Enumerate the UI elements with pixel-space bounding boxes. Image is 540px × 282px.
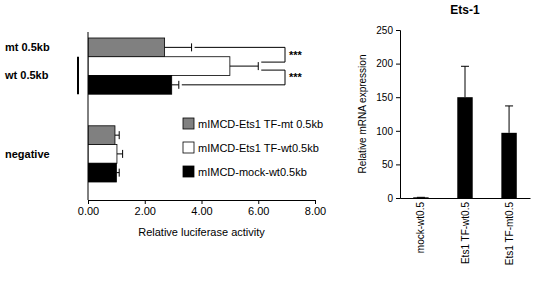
tick: 100: [376, 126, 400, 137]
tick-label: 150: [376, 92, 393, 103]
bar: [457, 97, 472, 198]
bar: [88, 163, 116, 182]
tick-label: Ets1 TF-wt0.5: [460, 202, 471, 264]
legend: mIMCD-Ets1 TF-mt 0.5kb mIMCD-Ets1 TF-wt0.…: [183, 118, 323, 178]
legend-label: mIMCD-Ets1 TF-wt0.5kb: [198, 142, 319, 154]
x-axis-title: Relative luciferase activity: [138, 226, 265, 238]
x-axis: mock-wt0.5 Ets1 TF-wt0.5 Ets1 TF-mt0.5: [401, 198, 531, 265]
axis-line: [89, 201, 316, 205]
significance-bracket: [195, 47, 285, 62]
bar: [88, 57, 230, 76]
legend-swatch: [183, 142, 194, 153]
error-bar: [230, 62, 258, 70]
chart-canvas: 0.00 2.00 4.00 6.00 8.00 Relative luciferase …: [0, 0, 540, 282]
tick-label: Ets1 TF-mt0.5: [504, 202, 515, 266]
axis-line: [396, 31, 401, 199]
tick: 6.00: [248, 200, 269, 217]
row-label: mt 0.5kb: [5, 41, 50, 53]
legend-swatch: [183, 166, 194, 177]
plot-area: [413, 66, 517, 198]
error-bar: [117, 150, 123, 158]
tick: 250: [376, 25, 400, 36]
bar: [88, 38, 165, 57]
row-label: wt 0.5kb: [4, 69, 49, 81]
tick: Ets1 TF-mt0.5: [504, 198, 515, 265]
legend-item: mIMCD-Ets1 TF-wt0.5kb: [183, 142, 319, 154]
tick-label: 100: [376, 126, 393, 137]
bar: [88, 75, 172, 94]
y-axis: 0 50 100 150 200 250: [376, 25, 400, 204]
tick: 0: [387, 193, 400, 204]
error-bar: [116, 169, 119, 177]
tick-mark: [145, 200, 146, 204]
error-bar: [417, 197, 425, 198]
tick-mark: [396, 131, 400, 132]
error-bar: [461, 66, 469, 97]
tick: 2.00: [135, 200, 156, 217]
tick: 200: [376, 58, 400, 69]
significance-bracket: [182, 70, 285, 85]
axis-line: [401, 198, 531, 199]
y-axis-line: [88, 32, 89, 200]
significance-label: ***: [289, 71, 303, 83]
error-bar: [172, 81, 179, 89]
legend-swatch: [183, 118, 194, 129]
bar: [88, 145, 117, 164]
tick-mark: [396, 198, 400, 199]
tick: 0.00: [78, 200, 99, 217]
error-bar: [505, 106, 513, 133]
tick-label: 0.00: [78, 205, 99, 217]
tick: 8.00: [305, 200, 326, 217]
tick-mark: [258, 200, 259, 204]
tick-label: mock-wt0.5: [415, 202, 426, 254]
tick: 150: [376, 92, 400, 103]
error-bar: [115, 131, 119, 139]
plot-area: [88, 38, 258, 182]
tick: 4.00: [191, 200, 212, 217]
tick-mark: [396, 30, 400, 31]
group-bracket: [77, 57, 79, 94]
tick: 50: [382, 159, 400, 170]
x-axis: 0.00 2.00 4.00 6.00 8.00: [78, 200, 326, 217]
tick-label: 200: [376, 58, 393, 69]
tick-label: 6.00: [248, 205, 269, 217]
tick-mark: [202, 200, 203, 204]
tick-label: 2.00: [135, 205, 156, 217]
tick-mark: [88, 200, 89, 204]
tick-label: 8.00: [305, 205, 326, 217]
legend-label: mIMCD-mock-wt0.5kb: [198, 166, 307, 178]
error-bar: [165, 43, 192, 51]
tick-mark: [315, 200, 316, 204]
category-label: negative: [5, 148, 50, 160]
bar: [413, 197, 428, 198]
tick-mark: [396, 164, 400, 165]
bar: [88, 126, 115, 145]
chart-title: Ets-1: [450, 3, 480, 17]
significance-label: ***: [289, 49, 303, 61]
tick: Ets1 TF-wt0.5: [460, 198, 471, 264]
tick-label: 4.00: [191, 205, 212, 217]
y-axis-title: Relative mRNA expression: [357, 55, 368, 174]
legend-label: mIMCD-Ets1 TF-mt 0.5kb: [198, 118, 323, 130]
bar: [501, 133, 516, 198]
tick-label: 50: [382, 159, 394, 170]
legend-item: mIMCD-mock-wt0.5kb: [183, 166, 307, 178]
tick-label: 250: [376, 25, 393, 36]
legend-item: mIMCD-Ets1 TF-mt 0.5kb: [183, 118, 323, 130]
tick-mark: [396, 64, 400, 65]
tick-label: 0: [387, 193, 393, 204]
tick-mark: [396, 97, 400, 98]
tick: mock-wt0.5: [415, 198, 426, 253]
